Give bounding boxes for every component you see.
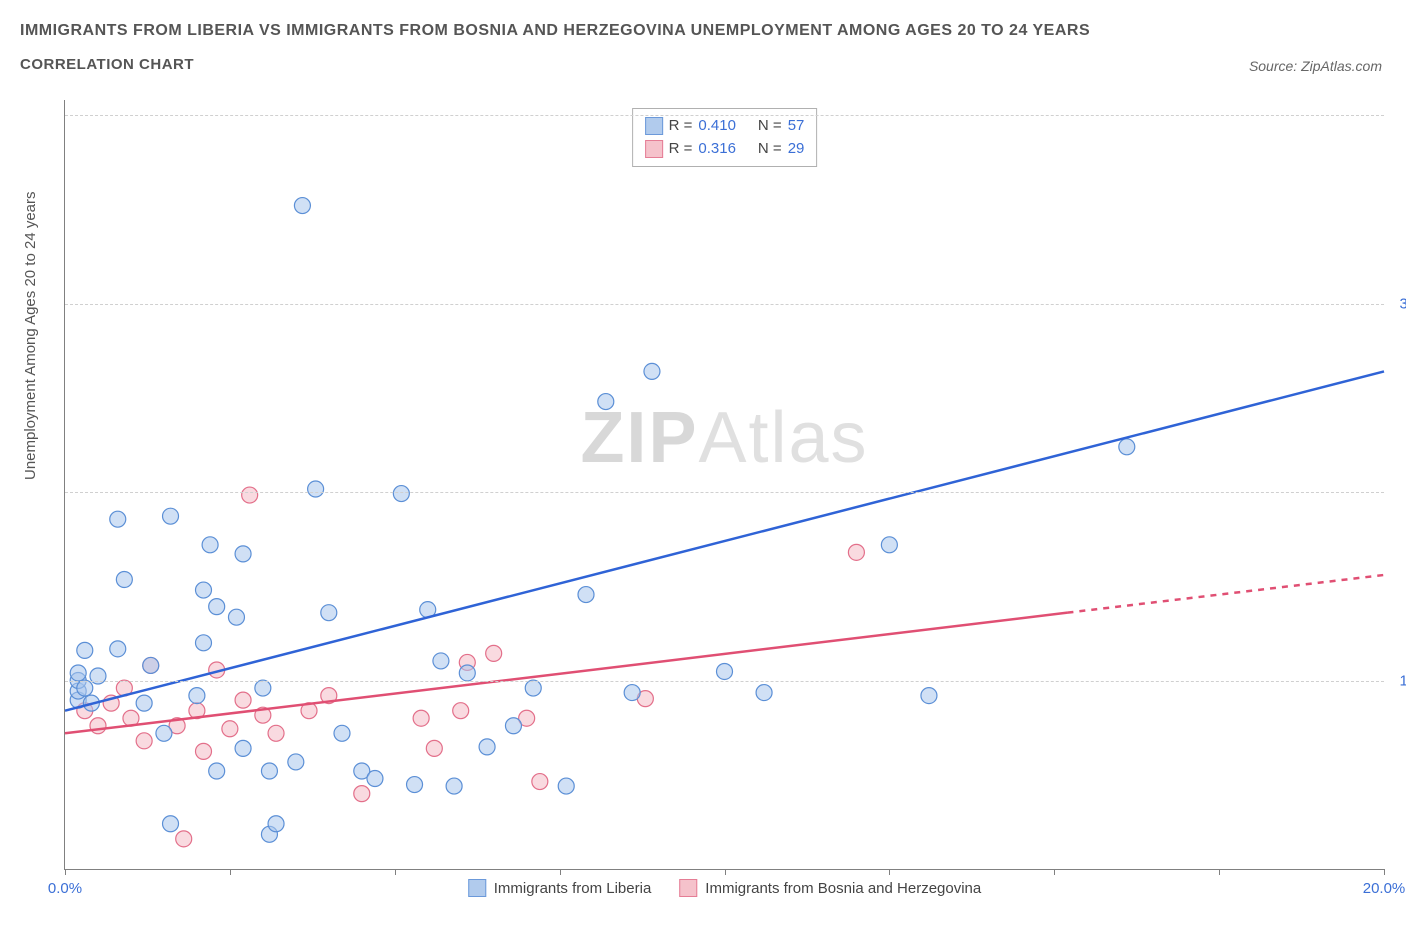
data-point: [624, 685, 640, 701]
x-tick: [1384, 869, 1385, 875]
x-tick: [1054, 869, 1055, 875]
x-tick: [725, 869, 726, 875]
data-point: [189, 688, 205, 704]
series-legend: Immigrants from Liberia Immigrants from …: [468, 879, 982, 897]
y-tick-label: 12.5%: [1399, 672, 1406, 689]
x-tick: [65, 869, 66, 875]
data-point: [288, 754, 304, 770]
data-point: [143, 657, 159, 673]
data-point: [756, 685, 772, 701]
data-point: [136, 733, 152, 749]
data-point: [163, 508, 179, 524]
data-point: [202, 537, 218, 553]
swatch-liberia: [645, 117, 663, 135]
data-point: [77, 680, 93, 696]
y-axis-label: Unemployment Among Ages 20 to 24 years: [22, 191, 39, 480]
gridline: [65, 115, 1384, 116]
data-point: [176, 831, 192, 847]
data-point: [881, 537, 897, 553]
data-point: [459, 665, 475, 681]
data-point: [90, 718, 106, 734]
data-point: [195, 582, 211, 598]
gridline: [65, 681, 1384, 682]
data-point: [308, 481, 324, 497]
data-point: [228, 609, 244, 625]
scatter-chart: ZIPAtlas R = 0.410 N = 57 R = 0.316 N = …: [64, 100, 1384, 870]
swatch-bosnia: [679, 879, 697, 897]
data-point: [1119, 439, 1135, 455]
swatch-bosnia: [645, 140, 663, 158]
data-point: [235, 740, 251, 756]
source-attribution: Source: ZipAtlas.com: [1249, 58, 1382, 74]
data-point: [294, 198, 310, 214]
x-tick-label: 20.0%: [1363, 880, 1406, 897]
data-point: [505, 718, 521, 734]
legend-item-bosnia: Immigrants from Bosnia and Herzegovina: [679, 879, 981, 897]
data-point: [242, 487, 258, 503]
chart-title: IMMIGRANTS FROM LIBERIA VS IMMIGRANTS FR…: [20, 18, 1386, 44]
data-point: [717, 663, 733, 679]
data-point: [426, 740, 442, 756]
trend-line: [65, 371, 1384, 710]
legend-item-liberia: Immigrants from Liberia: [468, 879, 652, 897]
data-point: [525, 680, 541, 696]
data-point: [235, 546, 251, 562]
data-point: [598, 394, 614, 410]
y-tick-label: 37.5%: [1399, 295, 1406, 312]
data-point: [453, 703, 469, 719]
x-tick: [1219, 869, 1220, 875]
data-point: [413, 710, 429, 726]
data-point: [321, 605, 337, 621]
data-point: [209, 599, 225, 615]
data-point: [209, 763, 225, 779]
data-point: [195, 743, 211, 759]
correlation-legend: R = 0.410 N = 57 R = 0.316 N = 29: [632, 108, 818, 167]
chart-subtitle: CORRELATION CHART: [20, 56, 1386, 73]
x-tick: [395, 869, 396, 875]
gridline: [65, 492, 1384, 493]
gridline: [65, 304, 1384, 305]
data-point: [261, 763, 277, 779]
data-point: [921, 688, 937, 704]
x-tick: [560, 869, 561, 875]
data-point: [110, 641, 126, 657]
data-point: [255, 680, 271, 696]
data-point: [532, 774, 548, 790]
legend-row-liberia: R = 0.410 N = 57: [645, 115, 805, 138]
data-point: [268, 816, 284, 832]
data-point: [433, 653, 449, 669]
data-point: [222, 721, 238, 737]
data-point: [486, 645, 502, 661]
x-tick-label: 0.0%: [48, 880, 82, 897]
data-point: [578, 587, 594, 603]
x-tick: [889, 869, 890, 875]
data-point: [195, 635, 211, 651]
data-point: [116, 571, 132, 587]
data-point: [110, 511, 126, 527]
data-point: [268, 725, 284, 741]
data-point: [558, 778, 574, 794]
data-point: [70, 665, 86, 681]
data-point: [393, 486, 409, 502]
data-point: [163, 816, 179, 832]
data-point: [136, 695, 152, 711]
data-point: [367, 771, 383, 787]
data-point: [235, 692, 251, 708]
data-point: [354, 786, 370, 802]
x-tick: [230, 869, 231, 875]
data-point: [644, 363, 660, 379]
data-point: [156, 725, 172, 741]
data-point: [77, 642, 93, 658]
data-point: [848, 544, 864, 560]
plot-svg: [65, 100, 1384, 869]
swatch-liberia: [468, 879, 486, 897]
data-point: [479, 739, 495, 755]
data-point: [407, 777, 423, 793]
legend-row-bosnia: R = 0.316 N = 29: [645, 138, 805, 161]
data-point: [334, 725, 350, 741]
data-point: [90, 668, 106, 684]
data-point: [446, 778, 462, 794]
trend-line: [1067, 575, 1384, 613]
